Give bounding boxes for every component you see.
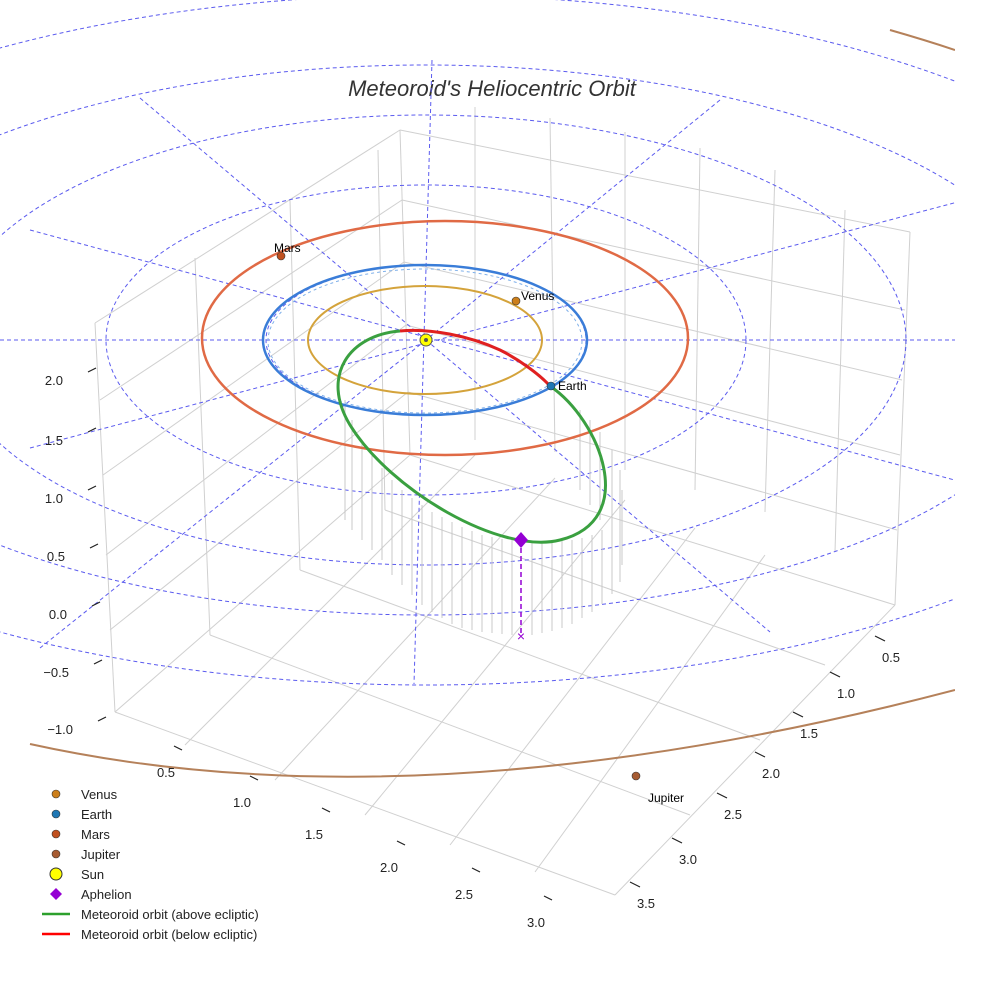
jupiter-marker xyxy=(631,771,641,781)
legend-label: Meteoroid orbit (above ecliptic) xyxy=(81,907,259,922)
legend-item: Venus xyxy=(51,787,118,802)
earth-orbit xyxy=(261,263,589,417)
y-tick-label: 0.5 xyxy=(157,765,175,780)
meteoroid-orbit-above xyxy=(336,329,607,544)
z-tick-mark xyxy=(91,601,101,607)
x-tick-label: 2.5 xyxy=(724,807,742,822)
legend-marker xyxy=(49,867,63,881)
earth-label: Earth xyxy=(558,379,587,393)
venus-marker xyxy=(511,296,521,306)
z-tick-mark xyxy=(97,716,107,722)
legend-label: Meteoroid orbit (below ecliptic) xyxy=(81,927,257,942)
y-tick-label: 3.0 xyxy=(527,915,545,930)
y-tick-label: 1.5 xyxy=(305,827,323,842)
y-tick-label: 2.0 xyxy=(380,860,398,875)
z-tick-label: −0.5 xyxy=(43,665,69,680)
legend-item: Meteoroid orbit (below ecliptic) xyxy=(42,927,257,942)
x-tick-label: 3.0 xyxy=(679,852,697,867)
x-tick-mark xyxy=(792,711,804,718)
venus-label: Venus xyxy=(521,289,554,303)
legend-item: Earth xyxy=(51,807,112,822)
mars-marker xyxy=(276,251,286,261)
venus-orbit xyxy=(307,285,543,395)
jupiter-label: Jupiter xyxy=(648,791,684,805)
legend-item: Jupiter xyxy=(51,847,121,862)
legend-item: Sun xyxy=(49,867,104,882)
legend-item: Meteoroid orbit (above ecliptic) xyxy=(42,907,259,922)
z-tick-label: 0.5 xyxy=(47,549,65,564)
z-axis-ticks: 2.0 1.5 1.0 0.5 0.0 −0.5 −1.0 xyxy=(43,367,107,737)
earth-orbit-inner xyxy=(267,268,583,414)
mars-label: Mars xyxy=(274,241,301,255)
aphelion-marker xyxy=(514,532,528,548)
ecliptic-grid xyxy=(0,0,955,686)
z-tick-mark xyxy=(93,659,103,665)
legend-label: Venus xyxy=(81,787,118,802)
z-tick-label: 0.0 xyxy=(49,607,67,622)
legend-marker xyxy=(51,849,61,859)
z-tick-mark xyxy=(87,485,97,491)
jupiter-orbit-far xyxy=(889,29,955,51)
legend-label: Jupiter xyxy=(81,847,121,862)
jupiter-orbit xyxy=(29,689,955,778)
x-axis-ticks: 0.5 1.0 1.5 2.0 2.5 3.0 3.5 xyxy=(629,635,900,911)
y-tick-mark xyxy=(249,775,259,781)
z-tick-label: 1.0 xyxy=(45,491,63,506)
mars-orbit xyxy=(200,219,690,457)
y-tick-label: 1.0 xyxy=(233,795,251,810)
y-tick-label: 2.5 xyxy=(455,887,473,902)
x-tick-mark xyxy=(629,881,641,888)
x-tick-label: 1.0 xyxy=(837,686,855,701)
y-axis-ticks: 0.5 1.0 1.5 2.0 2.5 3.0 xyxy=(157,745,553,930)
z-tick-label: 1.5 xyxy=(45,433,63,448)
legend-marker xyxy=(51,809,61,819)
y-tick-mark xyxy=(396,840,406,846)
z-tick-mark xyxy=(87,367,97,373)
projection-lines xyxy=(344,400,623,635)
chart-title: Meteoroid's Heliocentric Orbit xyxy=(348,76,637,101)
legend-marker xyxy=(51,829,61,839)
z-tick-mark xyxy=(89,543,99,549)
x-tick-mark xyxy=(829,671,841,678)
x-tick-mark xyxy=(671,837,683,844)
x-tick-label: 0.5 xyxy=(882,650,900,665)
y-tick-mark xyxy=(543,895,553,901)
earth-marker xyxy=(546,381,556,391)
x-tick-label: 2.0 xyxy=(762,766,780,781)
legend-item: Mars xyxy=(51,827,110,842)
legend-item: Aphelion xyxy=(50,887,132,902)
legend-label: Mars xyxy=(81,827,110,842)
legend-label: Earth xyxy=(81,807,112,822)
x-tick-mark xyxy=(874,635,886,642)
x-tick-mark xyxy=(716,792,728,799)
y-tick-mark xyxy=(173,745,183,751)
z-tick-label: −1.0 xyxy=(47,722,73,737)
x-tick-mark xyxy=(754,751,766,758)
y-tick-mark xyxy=(471,867,481,873)
legend-marker xyxy=(50,888,62,900)
legend: Venus Earth Mars Jupiter Sun Aphelion Meteoroi… xyxy=(42,787,259,942)
x-tick-label: 1.5 xyxy=(800,726,818,741)
aphelion-projection-mark: × xyxy=(517,628,525,644)
z-tick-mark xyxy=(87,427,97,433)
legend-marker xyxy=(51,789,61,799)
y-tick-mark xyxy=(321,807,331,813)
legend-label: Sun xyxy=(81,867,104,882)
meteoroid-orbit-below xyxy=(399,328,552,388)
z-tick-label: 2.0 xyxy=(45,373,63,388)
x-tick-label: 3.5 xyxy=(637,896,655,911)
pane-grid xyxy=(94,107,911,896)
legend-label: Aphelion xyxy=(81,887,132,902)
